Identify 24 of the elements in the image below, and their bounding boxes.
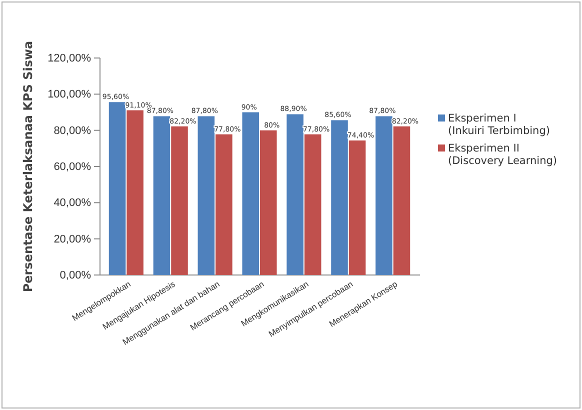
bar (153, 116, 170, 275)
bar (260, 130, 277, 275)
legend-label: Eksperimen II (Discovery Learning) (448, 142, 557, 168)
bar (108, 102, 126, 275)
bar (348, 140, 366, 275)
y-tick-label: 120,00% (48, 52, 92, 65)
bar (171, 126, 188, 275)
y-tick-label: 40,00% (54, 197, 92, 210)
y-tick-label: 0,00% (60, 270, 92, 282)
bar (286, 114, 304, 275)
bar (126, 110, 144, 275)
y-tick-label: 80,00% (54, 124, 92, 137)
bar (198, 116, 215, 275)
bar (331, 120, 348, 275)
legend-label: Eksperimen I (Inkuiri Terbimbing) (448, 112, 550, 138)
bar (304, 134, 322, 275)
bar (393, 126, 410, 275)
y-tick-label: 20,00% (54, 233, 92, 246)
bar (376, 116, 392, 275)
y-tick-label: 60,00% (54, 161, 92, 174)
y-axis-title: Persentase Keterlaksanaa KPS Siswa (21, 40, 35, 292)
bar (242, 112, 259, 275)
y-tick-label: 100,00% (48, 88, 92, 101)
bar (216, 134, 232, 275)
